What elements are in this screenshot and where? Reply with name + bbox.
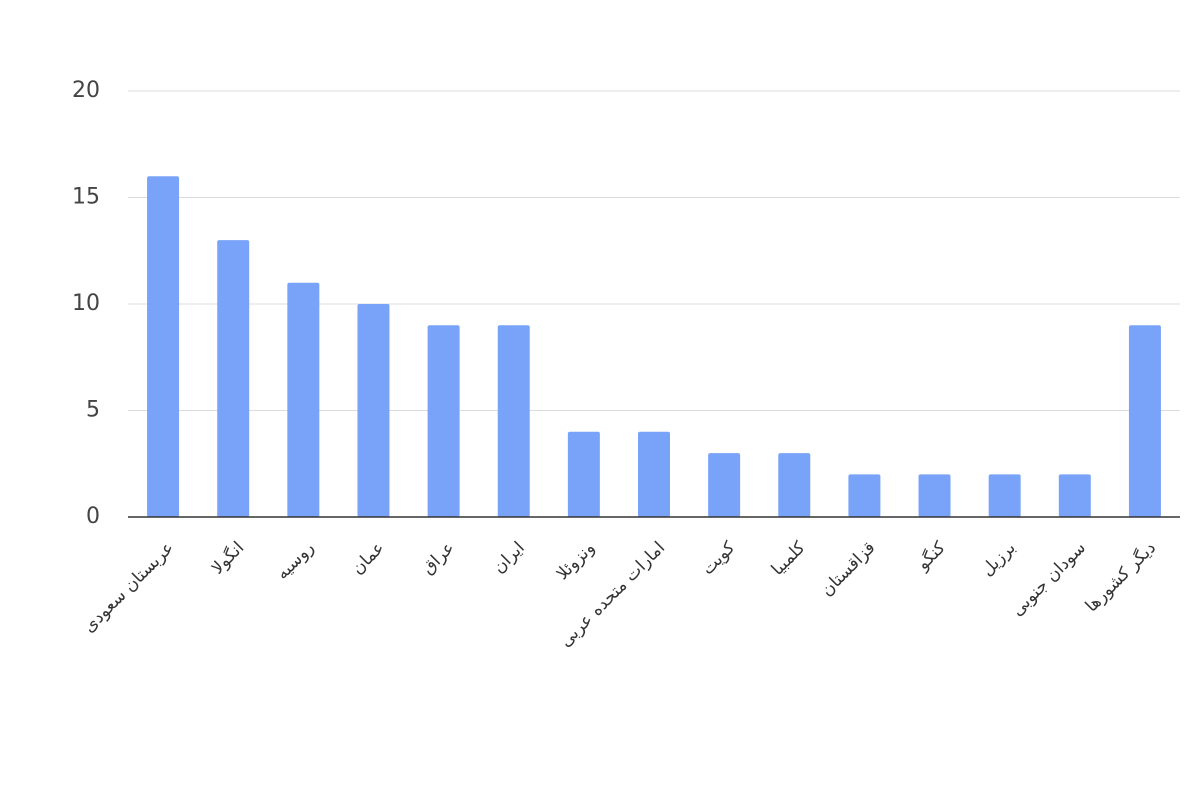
x-tick-label: ایران [489,538,529,578]
bar [918,474,951,517]
y-tick-label: 10 [72,291,100,316]
bar [567,431,600,517]
y-tick-label: 20 [72,78,100,103]
x-tick-label: عمان [348,538,389,579]
bar [217,240,250,517]
x-tick-label: کنگو [912,537,950,575]
x-tick-label: سودان جنوبی [1007,538,1089,620]
x-tick-label: کلمبیا [768,537,810,579]
x-tick-label: عربستان سعودی [79,538,178,637]
bar [988,474,1021,517]
bar [497,325,530,517]
y-tick-label: 15 [72,185,100,210]
x-tick-label: روسیه [272,538,318,584]
bar [1128,325,1161,517]
bar [427,325,460,517]
y-tick-label: 5 [86,398,100,423]
bar [778,453,811,517]
x-tick-label: ونزوئلا [553,538,599,584]
bar [287,282,320,517]
bar [147,176,180,517]
x-tick-label: کویت [698,537,740,579]
bar [708,453,741,517]
x-tick-label: برزیل [977,538,1019,580]
x-tick-label: انگولا [207,537,248,578]
bar [1058,474,1091,517]
x-tick-label: قزاقستان [817,538,879,600]
x-tick-label: عراق [418,538,459,579]
y-tick-label: 0 [86,504,100,529]
bar [357,304,390,517]
x-tick-label: دیگر کشورها [1081,537,1160,616]
bar [638,431,670,517]
bar [848,474,881,517]
